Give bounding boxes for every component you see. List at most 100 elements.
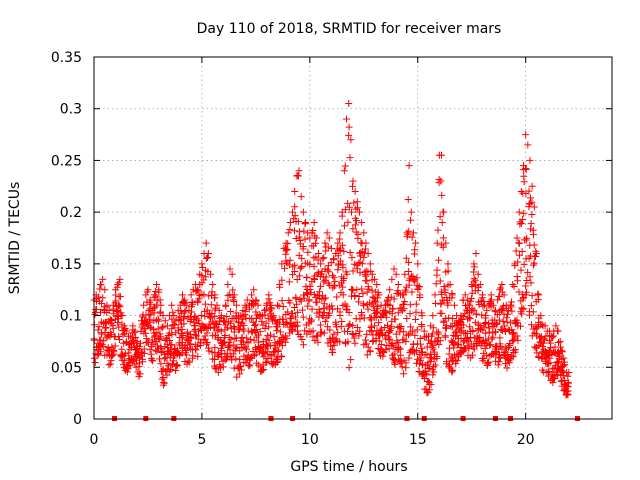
data-point-peak xyxy=(261,306,269,314)
data-point xyxy=(372,298,380,306)
data-point-peak xyxy=(168,301,176,309)
data-point xyxy=(105,361,113,369)
data-point-peak xyxy=(144,286,152,294)
data-point xyxy=(529,308,537,316)
data-point xyxy=(554,358,562,366)
data-point xyxy=(286,225,294,233)
data-point xyxy=(523,277,531,284)
data-point-peak xyxy=(548,332,556,340)
data-point xyxy=(522,255,530,263)
data-point xyxy=(115,323,123,331)
data-point xyxy=(106,360,114,368)
data-point xyxy=(439,243,447,251)
data-point xyxy=(525,311,533,319)
data-point xyxy=(484,320,492,328)
data-point xyxy=(221,317,229,325)
data-point xyxy=(387,293,395,301)
data-point-peak xyxy=(345,100,353,108)
data-point xyxy=(413,347,421,354)
data-point xyxy=(202,254,210,262)
data-point xyxy=(277,352,285,360)
data-point-peak xyxy=(202,239,210,247)
data-point xyxy=(354,234,362,242)
y-tick-label: 0.2 xyxy=(60,205,82,221)
data-point xyxy=(283,334,291,342)
data-point xyxy=(488,335,496,343)
data-point xyxy=(194,298,202,306)
data-point xyxy=(330,330,338,338)
data-point-peak xyxy=(532,250,540,258)
data-point-peak xyxy=(140,301,148,309)
data-point xyxy=(474,320,482,328)
data-point xyxy=(429,324,437,332)
data-point xyxy=(211,312,219,320)
data-point xyxy=(130,339,138,347)
data-point xyxy=(520,209,528,217)
data-point-peak xyxy=(537,312,545,320)
data-point xyxy=(363,277,371,285)
data-point-peak xyxy=(552,322,560,330)
data-points xyxy=(91,100,573,399)
data-point-peak xyxy=(276,281,284,289)
data-point xyxy=(291,212,299,220)
data-point xyxy=(466,323,474,331)
data-point xyxy=(422,370,430,378)
data-point xyxy=(193,332,201,340)
data-point xyxy=(315,313,323,321)
data-point xyxy=(336,338,344,346)
data-point xyxy=(398,363,406,371)
data-point xyxy=(378,347,386,355)
data-point xyxy=(247,336,255,344)
data-point xyxy=(230,296,238,304)
data-point-peak xyxy=(522,131,530,139)
data-point xyxy=(512,247,520,255)
data-point xyxy=(330,341,338,349)
data-point xyxy=(349,286,357,294)
y-tick-label: 0.15 xyxy=(51,257,82,273)
data-point xyxy=(405,331,413,339)
data-point xyxy=(204,254,212,262)
data-point xyxy=(433,354,441,362)
data-point-peak xyxy=(105,306,113,314)
data-point-peak xyxy=(509,281,517,289)
data-point-peak xyxy=(118,312,126,320)
data-point xyxy=(280,335,288,343)
data-point-peak xyxy=(489,301,497,309)
data-point xyxy=(428,343,436,351)
data-point xyxy=(503,364,511,372)
data-point xyxy=(291,268,299,276)
data-point xyxy=(233,373,241,381)
data-point xyxy=(344,218,352,226)
data-point xyxy=(341,206,349,214)
data-point xyxy=(136,339,144,347)
data-point xyxy=(531,343,539,351)
data-point xyxy=(101,319,109,327)
data-point xyxy=(506,319,514,327)
data-point xyxy=(445,362,453,370)
data-point-peak xyxy=(310,218,318,226)
data-point xyxy=(453,341,461,349)
data-point xyxy=(415,360,423,368)
data-point xyxy=(364,305,372,313)
data-point xyxy=(563,382,571,390)
data-point xyxy=(167,341,175,349)
data-point xyxy=(363,330,371,338)
data-point xyxy=(180,297,188,305)
data-point-peak xyxy=(461,291,469,299)
data-point xyxy=(308,305,316,313)
data-point xyxy=(351,214,359,222)
data-point xyxy=(496,334,504,342)
data-point xyxy=(407,323,415,331)
data-point xyxy=(444,301,452,309)
data-point xyxy=(296,272,304,280)
data-point xyxy=(353,265,361,273)
data-point xyxy=(270,333,278,341)
data-point xyxy=(221,331,229,339)
data-point xyxy=(340,247,348,255)
data-point xyxy=(268,305,276,313)
data-point xyxy=(408,233,416,241)
data-point xyxy=(515,239,523,247)
data-point xyxy=(248,301,256,309)
data-point xyxy=(457,334,465,342)
data-point-peak xyxy=(211,291,219,299)
